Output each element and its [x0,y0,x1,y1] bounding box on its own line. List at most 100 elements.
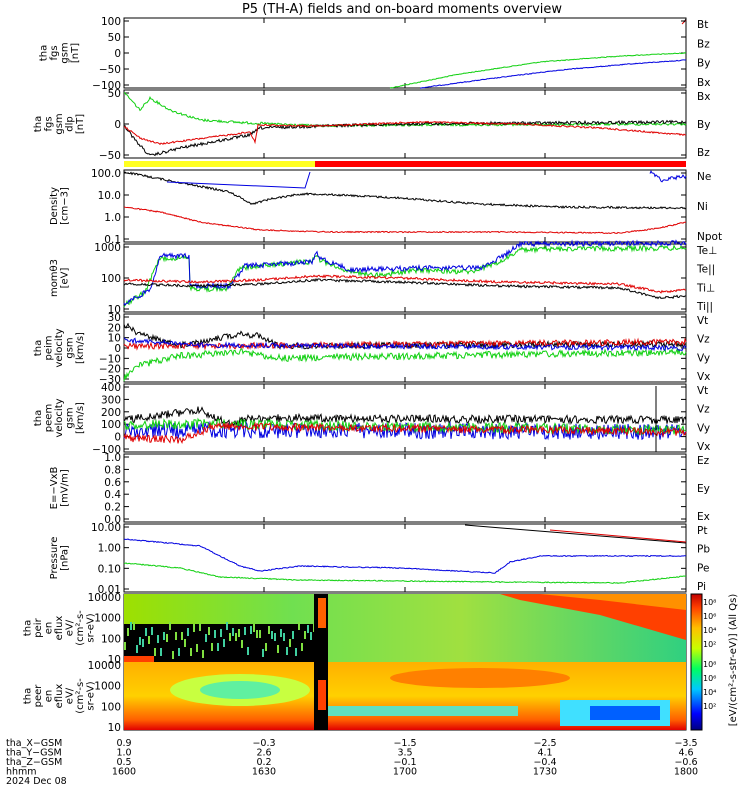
y-tick-label: 1.00 [98,543,121,555]
y-tick-label: 10.0 [98,190,121,202]
x-row-value: 0.5 [116,757,131,768]
y-tick-label: 50 [108,88,121,100]
x-row-value: −0.1 [393,757,416,768]
y-tick-label: 1.0 [104,452,121,464]
y-axis-label: peer [33,684,44,708]
panel-frame-6 [123,383,687,453]
series-bt-dlp [123,119,687,157]
y-tick-label: −100 [92,80,121,92]
legend-pe: Pe [697,562,709,574]
x-row-value: 1630 [252,767,276,778]
y-axis-label: gsm [54,113,65,134]
legend-te: Te⊥ [696,245,717,257]
ion-spec-speckle [295,648,297,656]
ion-spec-speckle [208,627,210,635]
y-tick-label: 0 [114,119,121,131]
series-pt [464,524,687,544]
legend-vz: Vz [697,334,710,346]
ion-spec-speckle [175,632,177,640]
ion-spec-speckle [133,622,135,630]
y-axis-label: [mV/m] [59,469,70,507]
y-axis-label: momθ3 [49,259,60,297]
ion-spec-speckle [202,650,204,658]
y-axis-label: tha [33,410,44,426]
colorbar-tick-label: 10⁶ [703,612,716,621]
legend-vy: Vy [697,422,710,434]
x-row-value: 1.0 [116,748,131,759]
y-tick-label: −20 [99,364,121,376]
y-axis-label: [nT] [70,43,81,63]
e-spec-orange [390,668,570,688]
ion-spec-speckle [166,634,168,642]
y-axis-label: [eV] [59,268,70,289]
y-axis-label: tha [23,620,34,636]
y-tick-label: 0 [114,343,121,355]
y-axis-label: peem [44,404,55,432]
series-npot [166,171,311,189]
y-axis-label: en [44,622,55,635]
y-tick-label: 50 [108,32,121,44]
ion-spec-speckle [262,649,264,657]
x-row-name: tha_Z−GSM [6,757,62,768]
y-axis-label: [km/s] [75,332,86,364]
series-vy-i [123,347,687,382]
y-tick-label: 10 [108,333,121,345]
panel-frame-7 [123,453,687,523]
status-bar-yellow [124,161,315,167]
colorbar-tick-label: 10⁶ [703,674,716,683]
status-bar-red [315,161,686,167]
y-axis-label: gsm [65,337,76,358]
y-tick-label: 1000 [94,613,121,625]
series-vz-e [123,421,687,445]
x-row-name: tha_X−GSM [6,738,62,749]
y-axis-label: eV/ [65,687,76,704]
ion-spec-speckle [274,633,276,641]
y-axis-label: dlp [65,116,76,131]
y-tick-label: 10 [108,722,121,734]
panel-frame-1 [123,17,687,89]
legend-vt: Vt [697,315,708,327]
series-tiperp [123,239,687,306]
ion-spec-speckle [130,622,132,630]
ion-spec-speckle [280,629,282,637]
ion-spec-speckle [238,629,240,637]
y-tick-label: 0.8 [104,464,121,476]
y-tick-label: 0.6 [104,477,121,489]
ion-spec-speckle [241,640,243,648]
y-tick-label: 0.1 [104,234,121,246]
e-spec-band [318,680,326,710]
ion-spec-speckle [259,630,261,638]
y-axis-label: peim [44,335,55,360]
y-tick-label: −10 [99,353,121,365]
y-tick-label: 0.01 [98,584,121,596]
legend-vx: Vx [697,441,710,453]
y-axis-label: [nT] [75,114,86,134]
y-axis-label: velocity [54,328,65,367]
ion-spec-speckle [199,623,201,631]
y-tick-label: 400 [101,382,121,394]
y-tick-label: 100 [101,16,121,28]
y-tick-label: −50 [99,64,121,76]
y-tick-label: 100 [101,633,121,645]
ion-spec-hot [500,594,686,640]
series-bz-dlp [123,120,687,146]
ion-spec-speckle [214,630,216,638]
y-tick-label: 100.0 [91,168,121,180]
legend-pb: Pb [697,544,710,556]
e-spec-cool [328,706,518,716]
y-tick-label: 0.4 [104,489,121,501]
x-row-name: hhmm [6,767,37,778]
x-row-value: −3.5 [674,738,697,749]
ion-spec-speckle [289,639,291,647]
ion-spec-speckle [226,622,228,630]
y-axis-label: en [44,690,55,703]
series-vx-e [123,420,687,441]
ion-spec-speckle [127,628,129,636]
legend-bz: Bz [697,147,710,159]
y-tick-label: 10000 [88,592,121,604]
figure-title: P5 (TH-A) fields and on-board moments ov… [242,2,562,17]
y-tick-label: 10 [108,304,121,316]
x-row-value: 1700 [393,767,417,778]
colorbar-tick-label: 10² [703,640,716,649]
ion-spec-speckle [271,631,273,639]
